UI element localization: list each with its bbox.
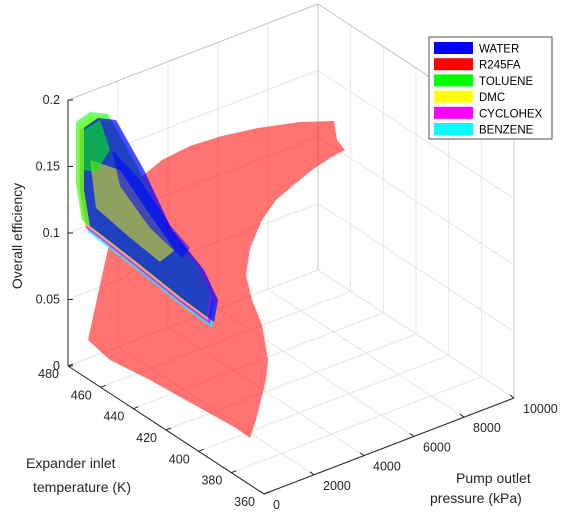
x-axis-label-line2: pressure (kPa) bbox=[430, 490, 522, 506]
z-tick-label: 0.15 bbox=[36, 160, 60, 174]
legend-swatch bbox=[434, 58, 473, 71]
y-axis-label-line1: Expander inlet bbox=[26, 455, 116, 471]
y-tick-mark bbox=[198, 448, 204, 452]
y-tick-label: 440 bbox=[103, 410, 124, 424]
y-tick-label: 380 bbox=[201, 474, 222, 488]
legend-label: R245FA bbox=[479, 60, 521, 72]
legend-label: CYCLOHEX bbox=[479, 108, 543, 120]
z-tick-label: 0 bbox=[53, 359, 60, 373]
x-axis-line bbox=[263, 397, 515, 495]
legend-label: WATER bbox=[479, 44, 519, 56]
y-tick-label: 480 bbox=[38, 367, 59, 381]
legend-swatch bbox=[434, 123, 473, 135]
legend: WATER R245FA TOLUENE DMC CYCLOHEX BENZENE bbox=[428, 36, 553, 140]
z-tick-label: 0.1 bbox=[43, 226, 60, 240]
y-tick-label: 460 bbox=[71, 388, 92, 402]
grid-line bbox=[231, 376, 482, 474]
legend-label: DMC bbox=[479, 92, 505, 104]
legend-swatch bbox=[434, 42, 473, 54]
legend-swatch bbox=[434, 74, 473, 87]
surface-DMC-patch bbox=[90, 160, 175, 262]
y-tick-mark bbox=[67, 363, 74, 367]
x-tick-mark bbox=[309, 471, 315, 476]
grid-line bbox=[165, 333, 417, 431]
legend-swatch bbox=[434, 106, 473, 119]
x-axis-label-line1: Pump outlet bbox=[456, 470, 531, 486]
y-tick-label: 360 bbox=[234, 495, 255, 509]
surface-WATER-patch bbox=[112, 150, 190, 258]
y-tick-mark bbox=[165, 427, 172, 431]
grid-line bbox=[317, 269, 515, 399]
x-tick-label: 4000 bbox=[373, 460, 401, 474]
grid-line bbox=[317, 203, 515, 332]
surface-TOLUENE-patch bbox=[84, 120, 110, 172]
x-tick-mark bbox=[409, 432, 415, 437]
y-tick-mark bbox=[100, 384, 106, 388]
x-tick-label: 0 bbox=[273, 498, 280, 512]
legend-swatch bbox=[434, 90, 473, 103]
surface-layer bbox=[76, 112, 345, 438]
y-tick-label: 420 bbox=[136, 431, 157, 445]
grid-line bbox=[317, 136, 515, 266]
x-tick-label: 10000 bbox=[523, 402, 558, 416]
z-tick-label: 0.05 bbox=[36, 293, 60, 307]
grid-line bbox=[317, 70, 515, 199]
y-tick-label: 400 bbox=[169, 452, 190, 466]
grid-line bbox=[198, 354, 449, 452]
x-tick-label: 6000 bbox=[423, 440, 451, 454]
x-tick-mark bbox=[259, 490, 265, 495]
y-axis-label-line2: temperature (K) bbox=[33, 479, 131, 495]
legend-label: TOLUENE bbox=[479, 76, 533, 88]
y-tick-mark bbox=[133, 406, 139, 410]
x-tick-mark bbox=[509, 394, 515, 399]
box-edge bbox=[67, 3, 319, 101]
z-axis-label: Overall efficiency bbox=[9, 183, 25, 289]
x-tick-mark bbox=[359, 452, 365, 457]
y-tick-mark bbox=[263, 491, 270, 495]
x-tick-mark bbox=[459, 413, 465, 418]
ticks-layer: 00.050.10.150.23603804004204404604800200… bbox=[36, 93, 558, 512]
legend-label: BENZENE bbox=[479, 125, 534, 137]
z-tick-label: 0.2 bbox=[43, 93, 60, 107]
x-tick-label: 8000 bbox=[473, 421, 501, 435]
y-tick-mark bbox=[231, 470, 237, 474]
x-tick-label: 2000 bbox=[323, 479, 351, 493]
